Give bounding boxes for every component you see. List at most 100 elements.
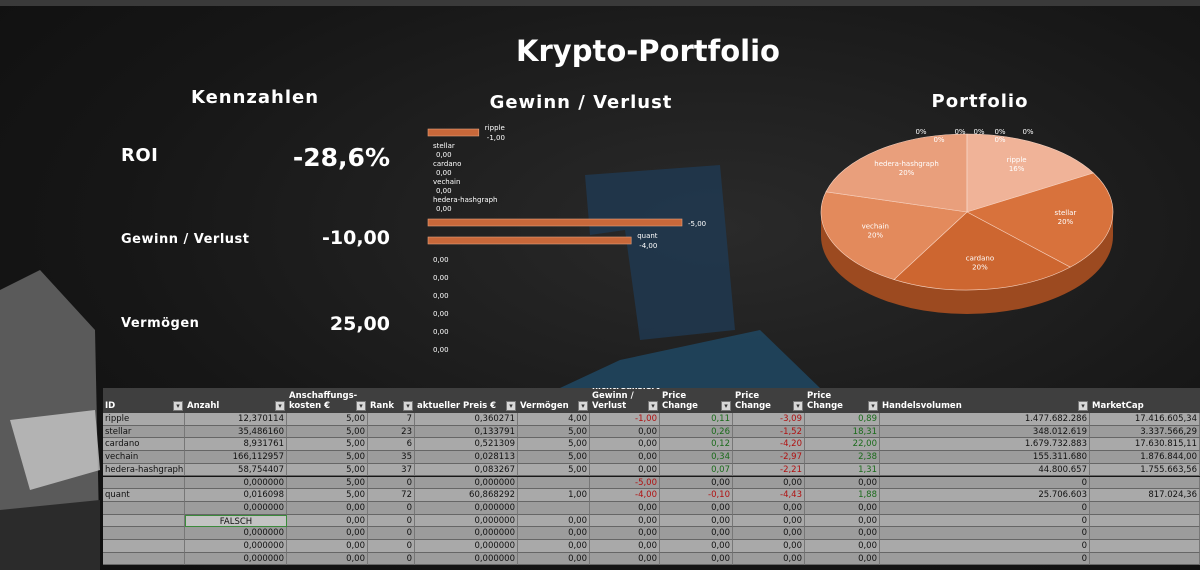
table-cell: 0,000000 <box>415 476 518 490</box>
table-cell: 0,00 <box>287 527 368 540</box>
table-cell: 0 <box>368 540 415 553</box>
table-cell: 5,00 <box>287 463 368 477</box>
table-cell: 0,00 <box>518 540 590 553</box>
table-cell: 1.679.732.883 <box>880 438 1090 452</box>
bar-label: 0,00 <box>436 187 452 195</box>
filter-button[interactable]: ▾ <box>506 401 516 411</box>
table-cell: 3.337.566,29 <box>1090 425 1200 439</box>
table-cell: 0,00 <box>287 514 368 528</box>
table-cell: -4,20 <box>733 438 805 452</box>
header-text: Anschaffungs-kosten € <box>289 391 358 411</box>
header-cell: Rank ▾ <box>368 388 415 413</box>
pie-label: 0% <box>994 136 1005 144</box>
table-cell: 17.630.815,11 <box>1090 438 1200 452</box>
pie-name: cardano <box>966 255 994 263</box>
table-cell: 22,00 <box>805 438 880 452</box>
table-cell: 0,00 <box>590 425 660 439</box>
header-cell: Price Change ▾ <box>733 388 805 413</box>
table-cell <box>103 514 185 528</box>
filter-button[interactable]: ▾ <box>578 401 588 411</box>
filter-button[interactable]: ▾ <box>868 401 878 411</box>
table-cell: 0,00 <box>518 552 590 566</box>
table-cell: -1,52 <box>733 425 805 439</box>
table-cell: 1,88 <box>805 489 880 502</box>
filter-button[interactable]: ▾ <box>1078 401 1088 411</box>
table-cell: 0,028113 <box>415 451 518 464</box>
pie-label: 0% <box>915 128 926 136</box>
header-cell: Anzahl ▾ <box>185 388 287 413</box>
pie-slice <box>893 211 1071 291</box>
table-cell: 0,00 <box>805 501 880 515</box>
character-face <box>10 410 100 490</box>
pie-slice <box>825 133 968 213</box>
table-cell: 0,00 <box>733 501 805 515</box>
bar <box>427 218 683 227</box>
header-text: nichtrealisierter Gewinn / Verlust <box>592 388 660 411</box>
header-cell: Price Change ▾ <box>660 388 733 413</box>
table-cell: 0,000000 <box>185 501 287 515</box>
filter-button[interactable]: ▾ <box>403 401 413 411</box>
table-cell: 1,00 <box>518 489 590 502</box>
table-cell: 0 <box>368 501 415 515</box>
bar-label: 0,00 <box>436 151 452 159</box>
pie-label: 16% <box>1009 165 1025 173</box>
header-text: Vermögen <box>520 400 569 411</box>
table-cell: 0,00 <box>518 514 590 528</box>
filter-button[interactable]: ▾ <box>356 401 366 411</box>
bar-label: -5,00 <box>688 220 706 228</box>
table-cell <box>1090 501 1200 515</box>
table-cell: 35,486160 <box>185 425 287 439</box>
bar-name: hedera-hashgraph <box>433 196 498 204</box>
header-text: Rank <box>370 400 394 411</box>
table-cell: 0,00 <box>518 527 590 540</box>
table-cell: 0 <box>368 514 415 528</box>
table-cell: 0,00 <box>660 527 733 540</box>
filter-button[interactable]: ▾ <box>173 401 183 411</box>
table-cell: 0,00 <box>733 552 805 566</box>
pie-label: 20% <box>899 169 915 177</box>
table-cell: 18,31 <box>805 425 880 439</box>
filter-button[interactable]: ▾ <box>275 401 285 411</box>
table-cell <box>103 540 185 553</box>
table-cell: -2,21 <box>733 463 805 477</box>
table-cell: 0,00 <box>590 463 660 477</box>
filter-button[interactable]: ▾ <box>793 401 803 411</box>
table-cell: 0,00 <box>590 514 660 528</box>
table-cell: 0,000000 <box>185 527 287 540</box>
pie-label: 0% <box>973 128 984 136</box>
filter-button[interactable]: ▾ <box>648 401 658 411</box>
table-cell <box>103 527 185 540</box>
table-cell: 17.416.605,34 <box>1090 413 1200 426</box>
table-cell: 44.800.657 <box>880 463 1090 477</box>
bar-label: -1,00 <box>487 134 505 142</box>
table-cell: -5,00 <box>590 476 660 490</box>
table-cell: 0 <box>368 476 415 490</box>
pie-name: ripple <box>1007 156 1027 164</box>
bar <box>427 236 632 245</box>
table-cell: 5,00 <box>518 425 590 439</box>
table-cell <box>518 476 590 490</box>
table-cell: 0,00 <box>660 501 733 515</box>
table-cell: 0 <box>880 514 1090 528</box>
character-shirt <box>0 500 100 570</box>
table-cell: 0 <box>880 527 1090 540</box>
table-cell: 0,11 <box>660 413 733 426</box>
table-cell: 0,000000 <box>185 540 287 553</box>
header-cell: Vermögen ▾ <box>518 388 590 413</box>
logo-shape <box>560 330 820 388</box>
table-cell: 0,00 <box>590 451 660 464</box>
header-text: MarketCap <box>1092 400 1144 411</box>
table-cell: FALSCH <box>185 514 287 528</box>
table-cell: 0,016098 <box>185 489 287 502</box>
table-cell: 0,00 <box>590 540 660 553</box>
table-cell: stellar <box>103 425 185 439</box>
bar-name: cardano <box>433 160 461 168</box>
filter-button[interactable]: ▾ <box>721 401 731 411</box>
table-cell <box>1090 527 1200 540</box>
table-cell: -3,09 <box>733 413 805 426</box>
pie-label: 0% <box>994 128 1005 136</box>
table-cell: 5,00 <box>287 438 368 452</box>
bar-label: -4,00 <box>639 242 657 250</box>
table-cell: 0,00 <box>733 527 805 540</box>
